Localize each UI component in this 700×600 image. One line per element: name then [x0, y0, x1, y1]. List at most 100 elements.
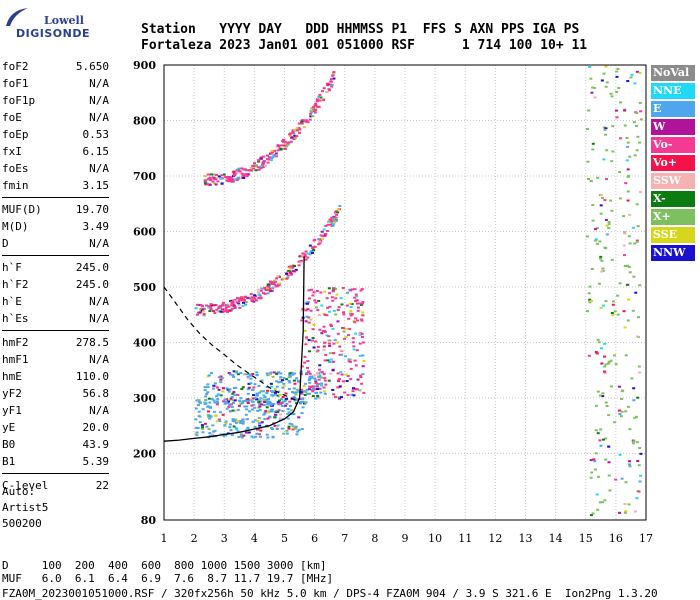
- echo-dot: [248, 410, 252, 413]
- echo-dot: [312, 106, 316, 109]
- echo-dot: [251, 420, 255, 423]
- echo-dot: [228, 403, 232, 406]
- echo-dot: [627, 266, 631, 269]
- echo-dot: [635, 203, 639, 206]
- echo-dot: [336, 341, 340, 344]
- echo-dot: [242, 301, 246, 304]
- echo-dot: [327, 310, 331, 313]
- echo-dot: [323, 390, 327, 393]
- echo-dot: [284, 392, 288, 395]
- echo-dot: [195, 431, 199, 434]
- echo-dot: [607, 360, 611, 363]
- param-label: h`E: [2, 295, 22, 308]
- echo-dot: [594, 238, 598, 241]
- echo-dot: [624, 410, 628, 413]
- echo-dot: [360, 318, 364, 321]
- echo-dot: [269, 281, 273, 284]
- echo-dot: [586, 128, 590, 131]
- legend-item-w: W: [651, 119, 695, 135]
- echo-dot: [270, 282, 274, 285]
- echo-dot: [278, 378, 282, 381]
- echo-dot: [322, 349, 326, 352]
- param-label: foF1: [2, 77, 29, 90]
- echo-dot: [258, 391, 262, 394]
- echo-dot: [290, 136, 294, 139]
- echo-dot: [289, 265, 293, 268]
- echo-dot: [272, 283, 276, 286]
- echo-dot: [250, 404, 254, 407]
- echo-dot: [320, 384, 324, 387]
- echo-dot: [617, 409, 621, 412]
- echo-dot: [248, 374, 252, 377]
- echo-dot: [603, 372, 607, 375]
- echo-dot: [314, 340, 318, 343]
- echo-dot: [280, 398, 284, 401]
- echo-dot: [300, 388, 304, 391]
- echo-dot: [197, 401, 201, 404]
- echo-dot: [307, 297, 311, 300]
- echo-dot: [215, 386, 219, 389]
- echo-dot: [283, 140, 287, 143]
- echo-dot: [604, 458, 608, 461]
- echo-dot: [609, 385, 613, 388]
- echo-dot: [208, 176, 212, 179]
- echo-dot: [317, 95, 321, 98]
- echo-dot: [206, 183, 210, 186]
- echo-dot: [327, 89, 331, 92]
- echo-dot: [319, 234, 323, 237]
- echo-dot: [305, 372, 309, 375]
- echo-dot: [310, 339, 314, 342]
- echo-dot: [306, 360, 310, 363]
- echo-dot: [293, 136, 297, 139]
- echo-dot: [239, 397, 243, 400]
- echo-dot: [209, 372, 213, 375]
- echo-dot: [282, 432, 286, 435]
- echo-dot: [299, 401, 303, 404]
- echo-dot: [602, 72, 606, 75]
- echo-dot: [348, 327, 352, 330]
- echo-dot: [316, 385, 320, 388]
- echo-dot: [275, 428, 279, 431]
- echo-dot: [255, 373, 259, 376]
- echo-dot: [219, 394, 223, 397]
- echo-dot: [300, 309, 304, 312]
- echo-dot: [236, 420, 240, 423]
- echo-dot: [320, 376, 324, 379]
- echo-dot: [266, 292, 270, 295]
- echo-dot: [276, 401, 280, 404]
- echo-dot: [286, 417, 290, 420]
- echo-dot: [231, 392, 235, 395]
- echo-dot: [600, 259, 604, 262]
- echo-dot: [352, 348, 356, 351]
- echo-dot: [353, 296, 357, 299]
- echo-dot: [306, 366, 310, 369]
- echo-dot: [301, 252, 305, 255]
- auto-artist: Artist5: [2, 501, 49, 514]
- echo-dot: [197, 410, 201, 413]
- echo-dot: [255, 428, 259, 431]
- echo-dot: [622, 244, 626, 247]
- echo-dot: [275, 145, 279, 148]
- echo-dot: [354, 317, 358, 320]
- echo-dot: [638, 371, 642, 374]
- echo-dot: [230, 178, 234, 181]
- auto-version: 500200: [2, 517, 42, 530]
- echo-dot: [610, 258, 614, 261]
- echo-dot: [330, 85, 334, 88]
- echo-dot: [311, 385, 315, 388]
- x-tick-label: 17: [639, 532, 653, 545]
- echo-dot: [604, 300, 608, 303]
- echo-dot: [254, 299, 258, 302]
- echo-dot: [266, 283, 270, 286]
- echo-dot: [239, 296, 243, 299]
- echo-dot: [637, 316, 641, 319]
- echo-dot: [236, 430, 240, 433]
- echo-dot: [614, 363, 618, 366]
- echo-dot: [242, 434, 246, 437]
- echo-dot: [362, 360, 366, 363]
- echo-dot: [316, 105, 320, 108]
- echo-dot: [283, 142, 287, 145]
- echo-dot: [610, 160, 614, 163]
- echo-dot: [245, 405, 249, 408]
- echo-dot: [323, 313, 327, 316]
